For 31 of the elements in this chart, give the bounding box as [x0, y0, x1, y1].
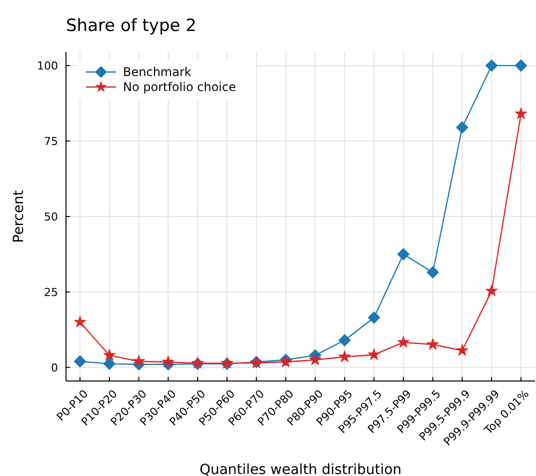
point [397, 336, 410, 348]
chart-title: Share of type 2 [66, 16, 196, 36]
point [103, 348, 116, 361]
point [426, 338, 440, 350]
y-tick-label: 25 [44, 286, 58, 299]
legend-label: No portfolio choice [123, 80, 236, 94]
y-tick-label: 0 [51, 361, 58, 374]
y-axis-title: Percent [11, 190, 27, 243]
y-tick-label: 75 [44, 134, 58, 148]
x-axis-title: Quantiles wealth distribution [199, 462, 402, 476]
point [456, 344, 468, 356]
point [338, 334, 351, 346]
point [103, 358, 116, 370]
point [308, 353, 322, 366]
legend-label: Benchmark [123, 65, 192, 80]
y-tick-label: 100 [37, 59, 58, 72]
point [368, 311, 380, 324]
point [514, 59, 528, 72]
point [74, 316, 86, 328]
point [485, 59, 498, 72]
point [132, 354, 146, 367]
point [485, 284, 498, 296]
point [368, 348, 380, 360]
point [397, 248, 410, 260]
y-tick-label: 50 [44, 210, 58, 224]
point [74, 355, 86, 368]
point [514, 107, 528, 120]
point [162, 355, 174, 368]
point [456, 121, 468, 134]
point [426, 266, 440, 279]
point [338, 350, 351, 362]
